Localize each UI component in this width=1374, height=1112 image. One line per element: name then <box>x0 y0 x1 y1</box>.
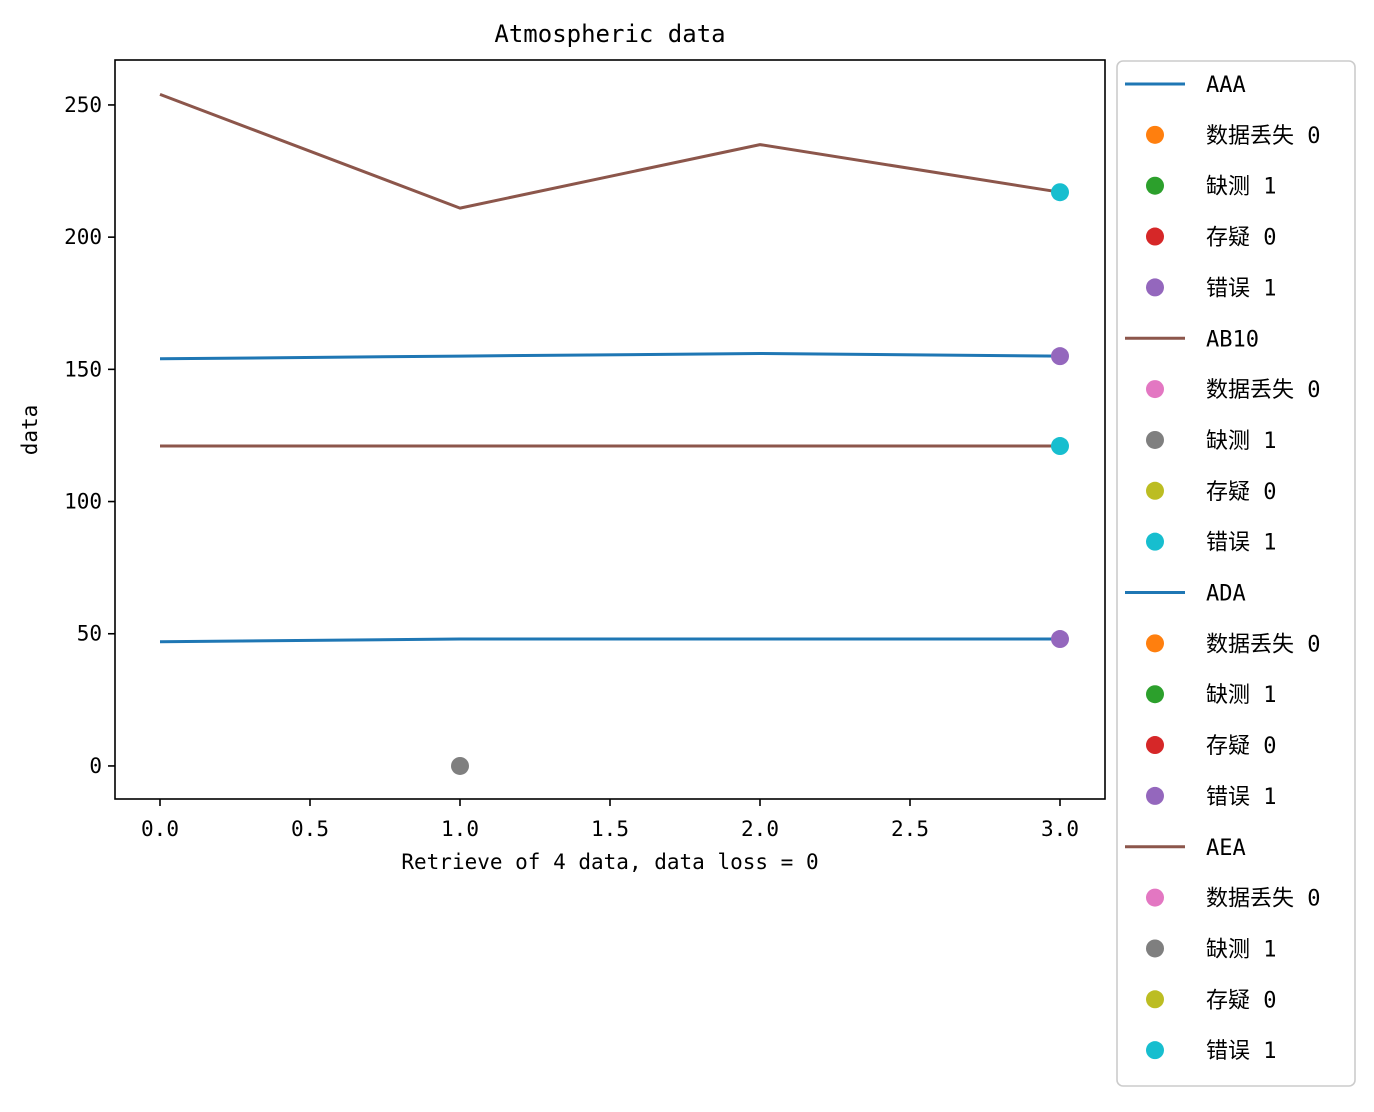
series-line-ada <box>159 637 1060 644</box>
legend-marker-handle <box>1146 380 1164 399</box>
legend-label: 错误 1 <box>1206 276 1277 301</box>
x-tick-label: 2.5 <box>891 817 929 841</box>
legend-marker-handle <box>1146 990 1164 1009</box>
legend-marker-handle <box>1146 227 1164 246</box>
series-line-ab10 <box>159 92 1061 210</box>
legend-marker-handle <box>1146 736 1164 755</box>
y-tick-label: 0 <box>89 754 102 778</box>
legend-label: 存疑 0 <box>1206 226 1277 251</box>
data-point-marker <box>1051 183 1069 202</box>
y-tick-label: 50 <box>77 622 102 646</box>
legend-label: 缺测 1 <box>1206 683 1277 708</box>
legend-marker-handle <box>1146 532 1164 551</box>
legend-label: 数据丢失 0 <box>1206 887 1321 912</box>
chart-title: Atmospheric data <box>494 20 725 48</box>
legend-label: 缺测 1 <box>1206 937 1277 962</box>
legend-label: 缺测 1 <box>1206 429 1277 454</box>
legend-label: 缺测 1 <box>1206 175 1277 200</box>
legend-label: 数据丢失 0 <box>1206 632 1321 657</box>
legend-label: 错误 1 <box>1206 785 1277 810</box>
x-tick-label: 0.5 <box>291 817 329 841</box>
legend-marker-handle <box>1146 125 1164 144</box>
y-tick-label: 100 <box>64 490 102 514</box>
legend-label: AAA <box>1206 73 1246 98</box>
y-tick-label: 200 <box>64 225 102 249</box>
legend-marker-handle <box>1146 634 1164 653</box>
y-axis: 0 50 100 150 200 250 <box>64 93 115 778</box>
legend-marker-handle <box>1146 278 1164 297</box>
x-axis: 0.0 0.5 1.0 1.5 2.0 2.5 3.0 <box>141 799 1079 841</box>
legend-marker-handle <box>1146 685 1164 704</box>
data-point-marker <box>451 756 469 775</box>
y-tick-label: 250 <box>64 93 102 117</box>
y-tick-label: 150 <box>64 357 102 381</box>
x-tick-label: 1.5 <box>591 817 629 841</box>
legend-marker-handle <box>1146 176 1164 195</box>
legend: AAA 数据丢失 0 缺测 1 存疑 0 错误 1 AB10 数据丢失 0 缺测 1 存疑 0 错… <box>1116 60 1356 1087</box>
plot-series <box>159 92 1061 644</box>
data-point-marker <box>1051 437 1069 456</box>
legend-label: 数据丢失 0 <box>1206 378 1321 403</box>
legend-marker-handle <box>1146 786 1164 805</box>
plot-markers <box>451 183 1069 775</box>
legend-label: 存疑 0 <box>1206 988 1277 1013</box>
x-tick-label: 2.0 <box>741 817 779 841</box>
x-tick-label: 1.0 <box>441 817 479 841</box>
legend-label: ADA <box>1206 582 1246 607</box>
legend-marker-handle <box>1146 1041 1164 1060</box>
legend-label: 存疑 0 <box>1206 734 1277 759</box>
legend-label: 错误 1 <box>1206 1039 1277 1064</box>
legend-label: AB10 <box>1206 327 1259 352</box>
data-point-marker <box>1051 347 1069 366</box>
legend-marker-handle <box>1146 888 1164 907</box>
legend-marker-handle <box>1146 481 1164 500</box>
x-tick-label: 0.0 <box>141 817 179 841</box>
series-line-aaa <box>159 352 1061 361</box>
data-point-marker <box>1051 630 1069 649</box>
x-axis-title: Retrieve of 4 data, data loss = 0 <box>401 850 818 874</box>
legend-items: AAA 数据丢失 0 缺测 1 存疑 0 错误 1 AB10 数据丢失 0 缺测 1 存疑 0 错… <box>1125 73 1321 1064</box>
legend-box <box>1116 60 1356 1087</box>
legend-marker-handle <box>1146 939 1164 958</box>
x-tick-label: 3.0 <box>1041 817 1079 841</box>
legend-label: AEA <box>1206 836 1246 861</box>
legend-marker-handle <box>1146 430 1164 449</box>
legend-label: 错误 1 <box>1206 531 1277 556</box>
legend-label: 数据丢失 0 <box>1206 124 1321 149</box>
legend-label: 存疑 0 <box>1206 480 1277 505</box>
y-axis-title: data <box>18 405 42 456</box>
